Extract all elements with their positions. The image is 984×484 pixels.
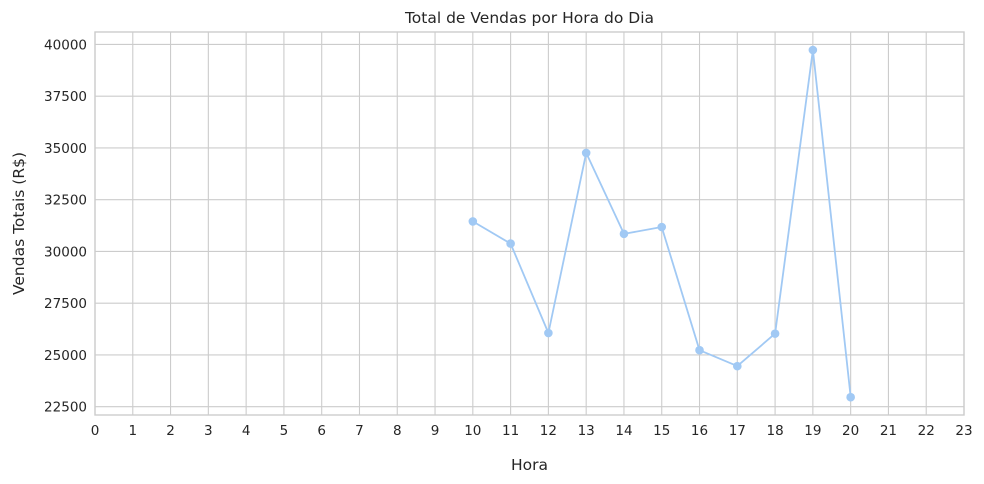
y-axis-label: Vendas Totais (R$) — [10, 152, 28, 295]
y-tick-label: 25000 — [44, 348, 87, 364]
x-tick-label: 16 — [691, 423, 708, 439]
x-tick-label: 6 — [317, 423, 326, 439]
x-tick-label: 11 — [502, 423, 519, 439]
y-tick-label: 27500 — [44, 296, 87, 312]
x-tick-label: 10 — [464, 423, 481, 439]
data-point — [770, 329, 780, 338]
x-tick-label: 18 — [766, 423, 783, 439]
x-tick-label: 3 — [204, 423, 213, 439]
x-tick-label: 22 — [918, 423, 935, 439]
grid — [94, 32, 965, 415]
data-point — [846, 392, 855, 402]
x-tick-label: 23 — [955, 423, 972, 439]
data-point — [733, 361, 742, 371]
data-point — [468, 217, 478, 226]
y-tick-label: 37500 — [44, 89, 87, 105]
x-tick-label: 4 — [242, 423, 251, 439]
x-tick-label: 14 — [615, 423, 632, 439]
y-tick-label: 30000 — [44, 244, 87, 260]
x-tick-label: 21 — [880, 423, 897, 439]
y-tick-label: 22500 — [44, 400, 87, 416]
data-point — [581, 148, 591, 158]
x-tick-label: 19 — [804, 423, 821, 439]
y-axis-ticks: 22500 25000 27500 30000 32500 35000 37500 40000 — [44, 37, 87, 415]
x-tick-label: 1 — [128, 423, 137, 439]
y-tick-label: 35000 — [44, 141, 87, 157]
data-point — [506, 239, 515, 248]
x-tick-label: 13 — [578, 423, 595, 439]
data-point — [808, 45, 818, 55]
x-tick-label: 9 — [431, 423, 440, 439]
y-tick-label: 40000 — [44, 37, 87, 53]
x-tick-label: 15 — [653, 423, 670, 439]
x-tick-label: 8 — [393, 423, 402, 439]
x-tick-label: 20 — [842, 423, 859, 439]
x-tick-label: 17 — [729, 423, 746, 439]
chart-title: Total de Vendas por Hora do Dia — [404, 9, 654, 27]
plot-frame — [94, 31, 965, 416]
data-point — [619, 229, 629, 239]
x-tick-label: 5 — [280, 423, 289, 439]
x-axis-ticks: 0 1 2 3 4 5 6 7 8 9 10 11 12 13 14 15 16 17 18 19 20 21 22 23 — [91, 423, 973, 439]
data-point — [657, 222, 667, 232]
series — [468, 45, 855, 402]
x-axis-label: Hora — [511, 456, 548, 474]
x-tick-label: 2 — [166, 423, 175, 439]
data-point — [695, 345, 704, 355]
y-tick-label: 32500 — [44, 193, 87, 209]
x-tick-label: 12 — [540, 423, 557, 439]
data-point — [544, 328, 553, 338]
x-tick-label: 7 — [355, 423, 364, 439]
x-tick-label: 0 — [91, 423, 100, 439]
